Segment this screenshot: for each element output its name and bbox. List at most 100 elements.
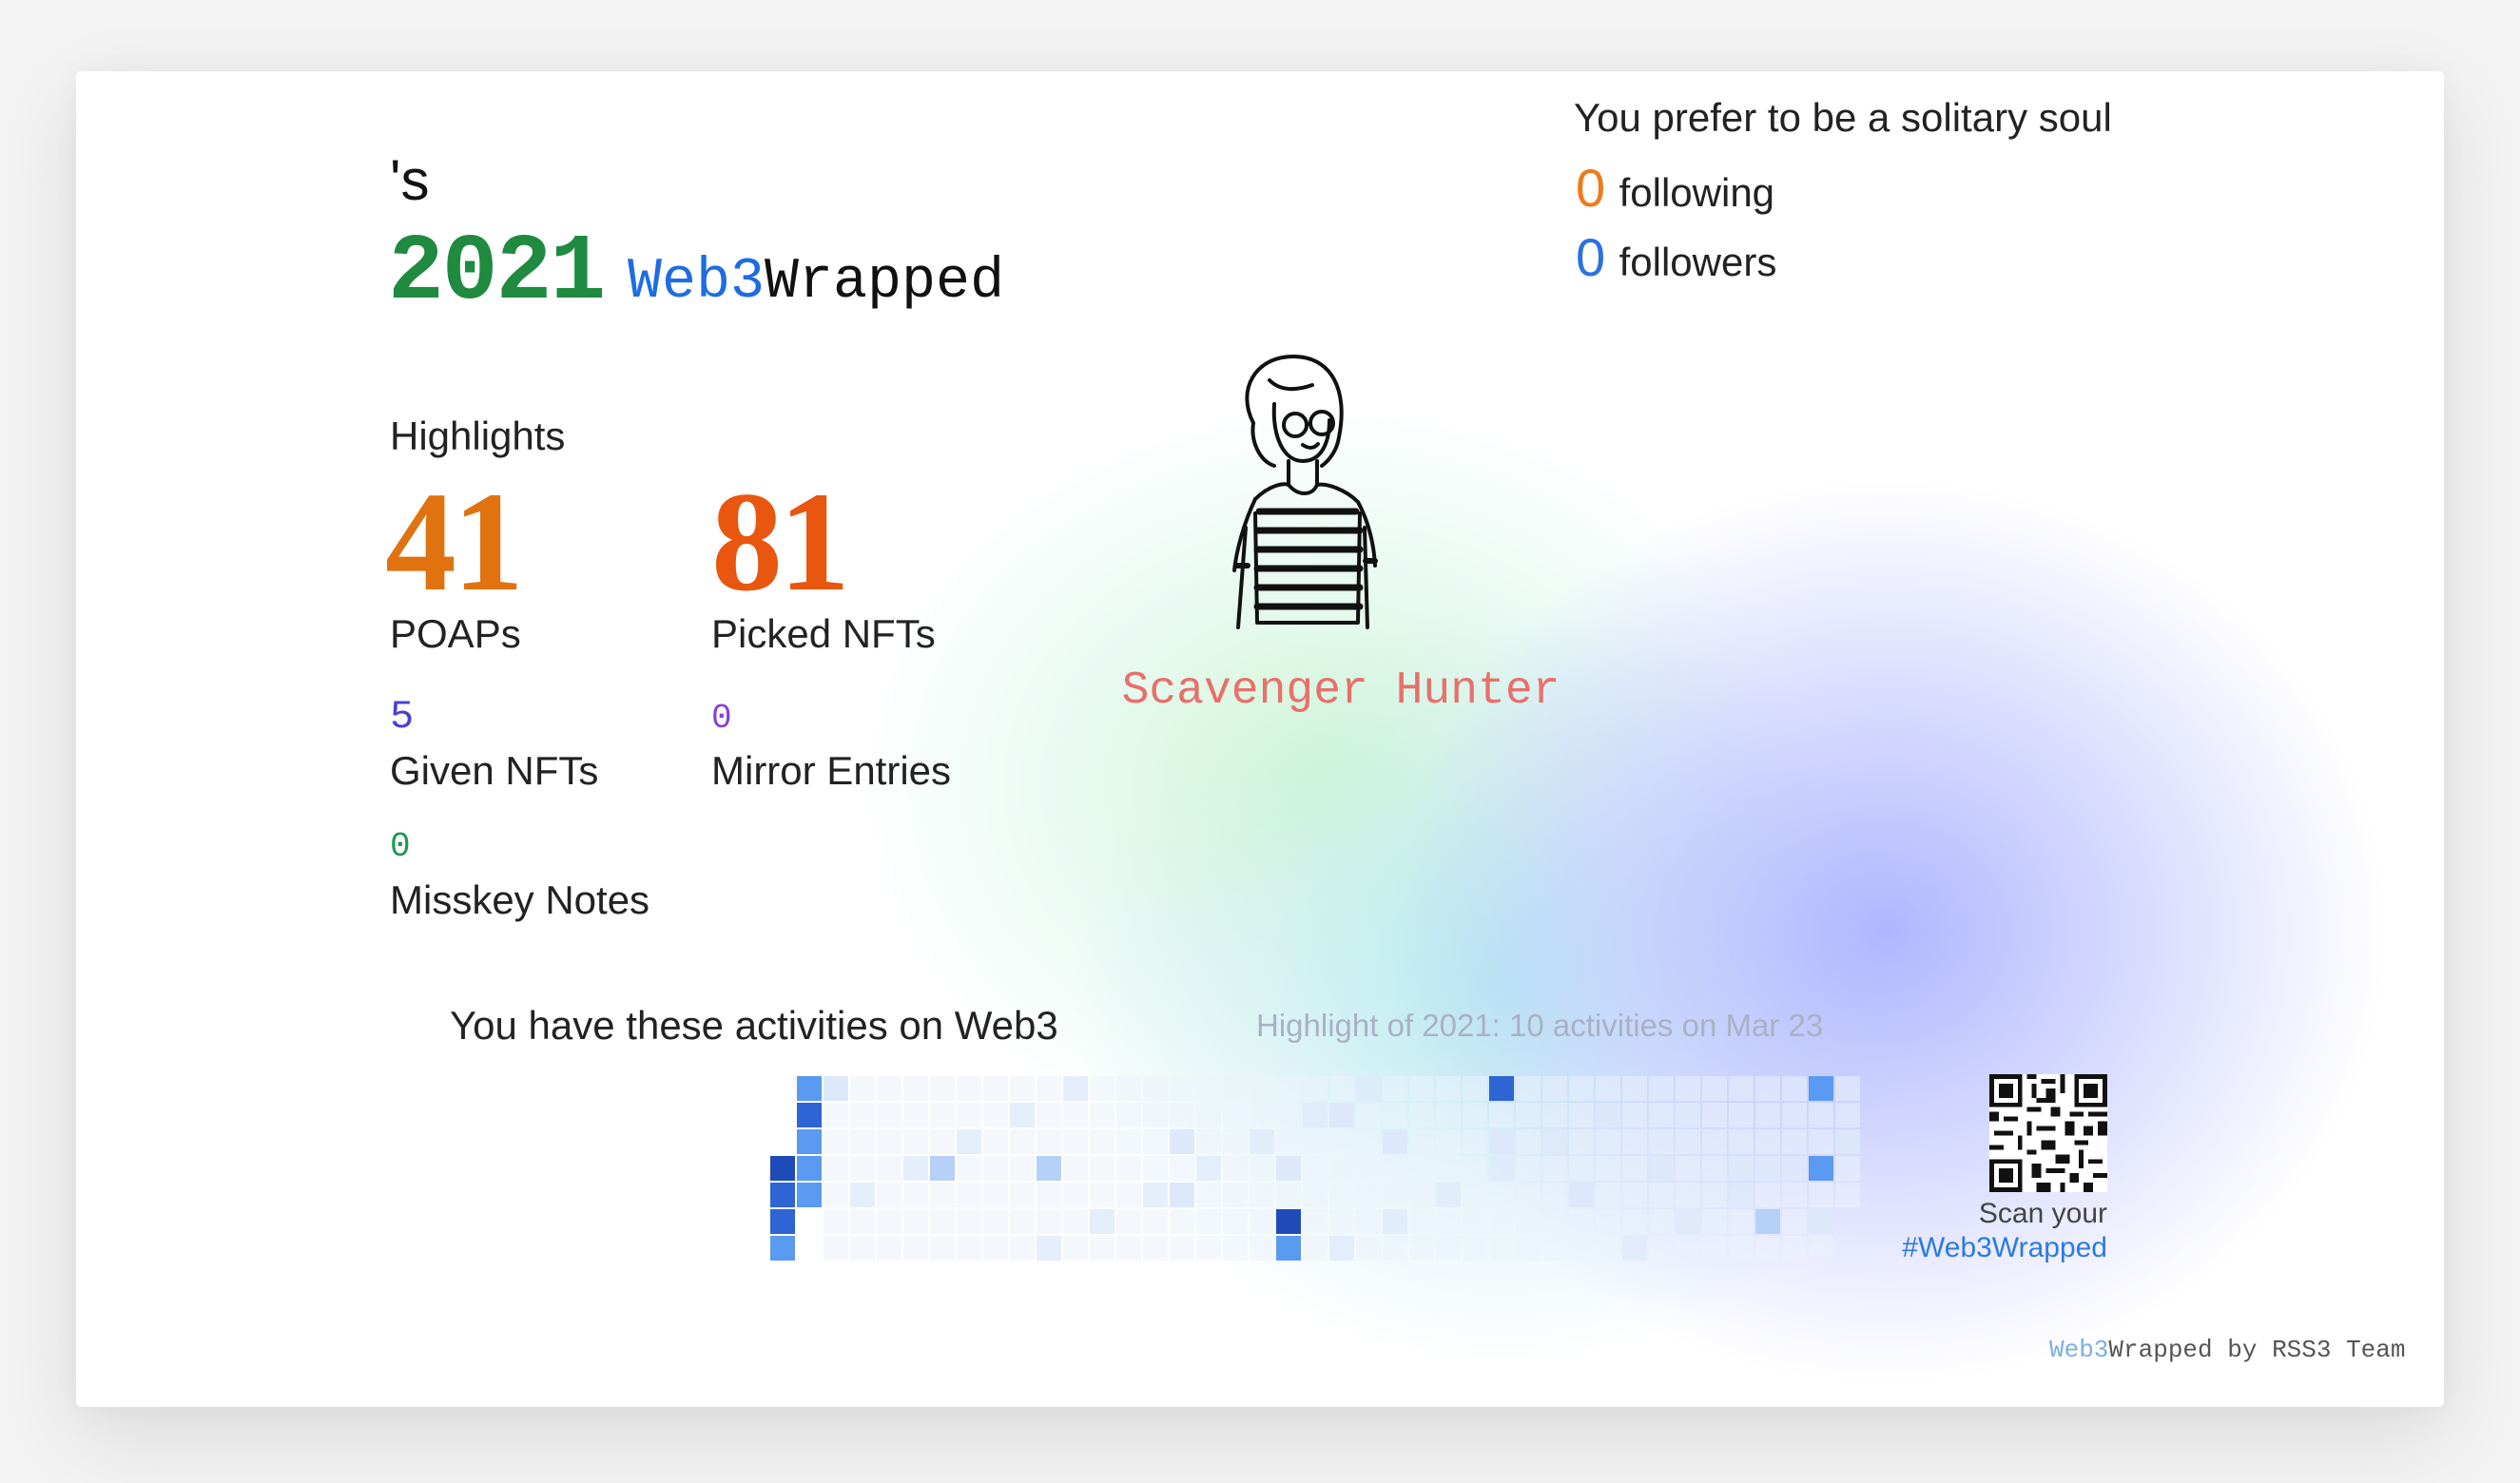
activity-day-cell bbox=[1116, 1076, 1141, 1101]
activity-day-cell bbox=[1436, 1076, 1461, 1101]
activity-day-cell bbox=[1463, 1209, 1487, 1234]
activity-day-cell bbox=[1170, 1076, 1194, 1101]
activity-day-cell bbox=[903, 1183, 928, 1207]
activity-day-cell bbox=[1702, 1183, 1727, 1207]
activity-day-cell bbox=[1010, 1103, 1035, 1127]
activity-day-cell bbox=[930, 1129, 955, 1154]
activity-day-cell bbox=[1596, 1209, 1620, 1234]
activity-day-cell bbox=[770, 1236, 795, 1261]
activity-day-cell bbox=[1622, 1156, 1647, 1181]
activity-day-cell bbox=[1622, 1103, 1647, 1127]
activity-day-cell bbox=[1250, 1209, 1274, 1234]
activity-day-cell bbox=[1250, 1156, 1274, 1181]
activity-day-cell bbox=[1596, 1156, 1620, 1181]
activity-day-cell bbox=[1676, 1103, 1700, 1127]
activity-day-cell bbox=[877, 1129, 901, 1154]
activity-day-cell bbox=[824, 1129, 848, 1154]
activity-day-cell bbox=[957, 1183, 981, 1207]
activity-day-cell bbox=[1356, 1129, 1381, 1154]
activity-day-cell bbox=[1303, 1156, 1328, 1181]
activity-day-cell bbox=[1329, 1209, 1354, 1234]
activity-day-cell bbox=[824, 1156, 848, 1181]
activity-day-cell bbox=[1196, 1183, 1221, 1207]
activity-day-cell bbox=[1250, 1103, 1274, 1127]
activity-day-cell bbox=[1090, 1209, 1115, 1234]
activity-day-cell bbox=[1276, 1236, 1301, 1261]
qr-code-icon[interactable] bbox=[1989, 1074, 2107, 1192]
activity-day-cell bbox=[1463, 1129, 1487, 1154]
activity-day-cell bbox=[1436, 1156, 1461, 1181]
activity-day-cell bbox=[1569, 1156, 1594, 1181]
activity-day-cell bbox=[1223, 1209, 1248, 1234]
activity-day-cell bbox=[1755, 1183, 1780, 1207]
activity-day-cell bbox=[1436, 1209, 1461, 1234]
activity-day-cell bbox=[983, 1156, 1008, 1181]
activity-day-cell bbox=[1649, 1156, 1674, 1181]
activity-day-cell bbox=[1063, 1129, 1088, 1154]
activity-day-cell bbox=[1542, 1129, 1567, 1154]
following-stat: 0 following bbox=[1576, 157, 1774, 219]
activity-day-cell bbox=[770, 1183, 795, 1207]
activity-day-cell bbox=[1356, 1183, 1381, 1207]
activity-day-cell bbox=[1063, 1183, 1088, 1207]
activity-day-cell bbox=[824, 1183, 848, 1207]
activity-day-cell bbox=[1383, 1183, 1407, 1207]
activity-day-cell bbox=[983, 1103, 1008, 1127]
activity-day-cell bbox=[1303, 1103, 1328, 1127]
activity-day-cell bbox=[1037, 1129, 1061, 1154]
activity-day-cell bbox=[1409, 1103, 1434, 1127]
activities-highlight: Highlight of 2021: 10 activities on Mar … bbox=[1256, 1008, 1824, 1043]
activity-day-cell bbox=[1170, 1183, 1194, 1207]
picked-nfts-label: Picked NFTs bbox=[711, 611, 936, 656]
activity-day-cell bbox=[1436, 1183, 1461, 1207]
activity-day-cell bbox=[1489, 1236, 1514, 1261]
activity-day-cell bbox=[1143, 1156, 1168, 1181]
activity-day-cell bbox=[1702, 1156, 1727, 1181]
activity-day-cell bbox=[1436, 1129, 1461, 1154]
activity-day-cell bbox=[1596, 1183, 1620, 1207]
activity-day-cell bbox=[1702, 1103, 1727, 1127]
activity-day-cell bbox=[1755, 1129, 1780, 1154]
activity-day-cell bbox=[957, 1129, 981, 1154]
hashtag-link[interactable]: #Web3Wrapped bbox=[1902, 1232, 2107, 1263]
activity-day-cell bbox=[1569, 1103, 1594, 1127]
activity-day-cell bbox=[1063, 1103, 1088, 1127]
activity-day-cell bbox=[1702, 1129, 1727, 1154]
activity-day-cell bbox=[1516, 1076, 1541, 1101]
activity-day-cell bbox=[957, 1156, 981, 1181]
activity-day-cell bbox=[903, 1129, 928, 1154]
activity-day-cell bbox=[1409, 1209, 1434, 1234]
activity-day-cell bbox=[983, 1236, 1008, 1261]
activity-day-cell bbox=[1649, 1183, 1674, 1207]
activity-day-cell bbox=[1383, 1076, 1407, 1101]
activity-day-cell bbox=[1303, 1209, 1328, 1234]
activity-day-cell bbox=[850, 1183, 875, 1207]
activity-day-cell bbox=[1356, 1103, 1381, 1127]
activity-day-cell bbox=[1569, 1236, 1594, 1261]
activity-day-cell bbox=[1329, 1183, 1354, 1207]
activity-day-cell bbox=[1409, 1156, 1434, 1181]
activity-day-cell bbox=[1010, 1183, 1035, 1207]
activity-day-cell bbox=[1676, 1183, 1700, 1207]
activity-day-cell bbox=[903, 1076, 928, 1101]
footer-credit: Web3Wrapped by RSS3 Team bbox=[2049, 1336, 2406, 1364]
activity-day-cell bbox=[1463, 1156, 1487, 1181]
activity-day-cell bbox=[1622, 1236, 1647, 1261]
activity-day-cell bbox=[1569, 1183, 1594, 1207]
activity-day-cell bbox=[1702, 1236, 1727, 1261]
activity-day-cell bbox=[1436, 1103, 1461, 1127]
activity-day-cell bbox=[770, 1209, 795, 1234]
activity-day-cell bbox=[957, 1209, 981, 1234]
activity-day-cell bbox=[1409, 1076, 1434, 1101]
activity-day-cell bbox=[983, 1183, 1008, 1207]
activity-day-cell bbox=[850, 1129, 875, 1154]
activity-day-cell bbox=[1276, 1209, 1301, 1234]
brand-title: Web3Wrapped bbox=[628, 250, 1004, 315]
activity-day-cell bbox=[1303, 1236, 1328, 1261]
activity-day-cell bbox=[1463, 1076, 1487, 1101]
activity-day-cell bbox=[1649, 1076, 1674, 1101]
activity-day-cell bbox=[1755, 1156, 1780, 1181]
activity-day-cell bbox=[1356, 1209, 1381, 1234]
activity-day-cell bbox=[1116, 1183, 1141, 1207]
activity-day-cell bbox=[1170, 1236, 1194, 1261]
